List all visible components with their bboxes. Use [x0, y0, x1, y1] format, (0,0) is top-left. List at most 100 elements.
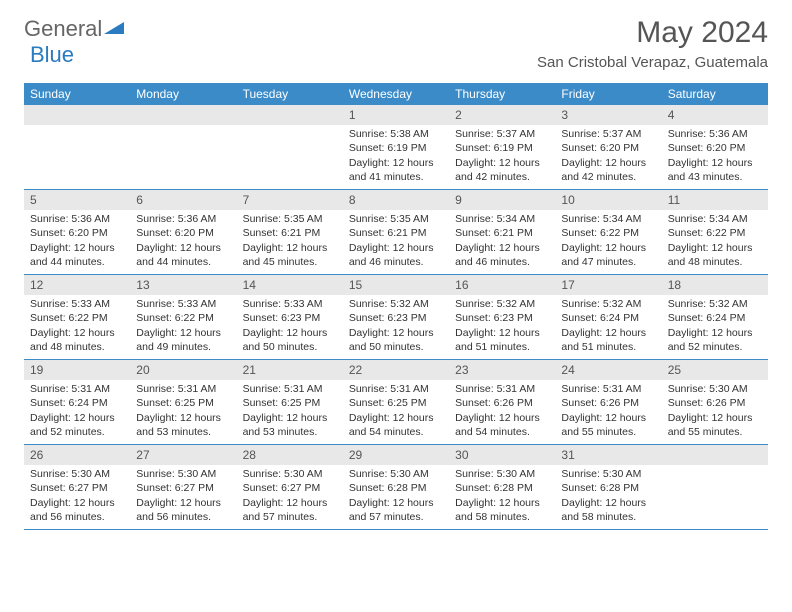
daylight-line-2: and 42 minutes. — [455, 170, 549, 184]
day-body: Sunrise: 5:30 AMSunset: 6:28 PMDaylight:… — [343, 465, 449, 528]
day-body: Sunrise: 5:30 AMSunset: 6:26 PMDaylight:… — [662, 380, 768, 443]
weekday-cell: Monday — [130, 83, 236, 105]
daylight-line-2: and 44 minutes. — [136, 255, 230, 269]
daylight-line-1: Daylight: 12 hours — [30, 496, 124, 510]
day-body: Sunrise: 5:36 AMSunset: 6:20 PMDaylight:… — [24, 210, 130, 273]
daylight-line-1: Daylight: 12 hours — [243, 241, 337, 255]
day-number: 7 — [237, 190, 343, 210]
sunrise-line: Sunrise: 5:37 AM — [561, 127, 655, 141]
day-number: 20 — [130, 360, 236, 380]
weekday-header-row: SundayMondayTuesdayWednesdayThursdayFrid… — [24, 83, 768, 105]
day-number: 26 — [24, 445, 130, 465]
sunset-line: Sunset: 6:28 PM — [455, 481, 549, 495]
day-body: Sunrise: 5:31 AMSunset: 6:25 PMDaylight:… — [343, 380, 449, 443]
daylight-line-2: and 41 minutes. — [349, 170, 443, 184]
sunrise-line: Sunrise: 5:31 AM — [136, 382, 230, 396]
day-cell: 1Sunrise: 5:38 AMSunset: 6:19 PMDaylight… — [343, 105, 449, 189]
day-cell: 9Sunrise: 5:34 AMSunset: 6:21 PMDaylight… — [449, 190, 555, 274]
day-cell: 18Sunrise: 5:32 AMSunset: 6:24 PMDayligh… — [662, 275, 768, 359]
daylight-line-2: and 51 minutes. — [455, 340, 549, 354]
day-body: Sunrise: 5:30 AMSunset: 6:27 PMDaylight:… — [237, 465, 343, 528]
day-cell: 4Sunrise: 5:36 AMSunset: 6:20 PMDaylight… — [662, 105, 768, 189]
day-body: Sunrise: 5:30 AMSunset: 6:28 PMDaylight:… — [449, 465, 555, 528]
day-cell: 10Sunrise: 5:34 AMSunset: 6:22 PMDayligh… — [555, 190, 661, 274]
daylight-line-2: and 56 minutes. — [136, 510, 230, 524]
sunset-line: Sunset: 6:28 PM — [561, 481, 655, 495]
daylight-line-1: Daylight: 12 hours — [561, 326, 655, 340]
day-body: Sunrise: 5:32 AMSunset: 6:23 PMDaylight:… — [449, 295, 555, 358]
sunset-line: Sunset: 6:20 PM — [668, 141, 762, 155]
daylight-line-2: and 48 minutes. — [30, 340, 124, 354]
day-cell — [662, 445, 768, 529]
day-body: Sunrise: 5:31 AMSunset: 6:25 PMDaylight:… — [237, 380, 343, 443]
day-number: 18 — [662, 275, 768, 295]
day-cell: 29Sunrise: 5:30 AMSunset: 6:28 PMDayligh… — [343, 445, 449, 529]
daylight-line-2: and 53 minutes. — [243, 425, 337, 439]
daylight-line-1: Daylight: 12 hours — [561, 496, 655, 510]
day-cell: 8Sunrise: 5:35 AMSunset: 6:21 PMDaylight… — [343, 190, 449, 274]
day-cell: 13Sunrise: 5:33 AMSunset: 6:22 PMDayligh… — [130, 275, 236, 359]
sunrise-line: Sunrise: 5:30 AM — [561, 467, 655, 481]
daylight-line-2: and 58 minutes. — [455, 510, 549, 524]
sunrise-line: Sunrise: 5:32 AM — [561, 297, 655, 311]
sunrise-line: Sunrise: 5:30 AM — [455, 467, 549, 481]
sunset-line: Sunset: 6:25 PM — [243, 396, 337, 410]
sunset-line: Sunset: 6:25 PM — [136, 396, 230, 410]
sunset-line: Sunset: 6:22 PM — [136, 311, 230, 325]
sunrise-line: Sunrise: 5:35 AM — [349, 212, 443, 226]
empty-day-bar — [24, 105, 130, 125]
day-number: 17 — [555, 275, 661, 295]
sunrise-line: Sunrise: 5:30 AM — [136, 467, 230, 481]
day-body: Sunrise: 5:37 AMSunset: 6:20 PMDaylight:… — [555, 125, 661, 188]
sunset-line: Sunset: 6:28 PM — [349, 481, 443, 495]
day-number: 19 — [24, 360, 130, 380]
day-cell: 24Sunrise: 5:31 AMSunset: 6:26 PMDayligh… — [555, 360, 661, 444]
logo-text-blue: Blue — [30, 42, 74, 68]
day-body: Sunrise: 5:30 AMSunset: 6:28 PMDaylight:… — [555, 465, 661, 528]
daylight-line-1: Daylight: 12 hours — [668, 156, 762, 170]
day-cell: 14Sunrise: 5:33 AMSunset: 6:23 PMDayligh… — [237, 275, 343, 359]
day-cell: 23Sunrise: 5:31 AMSunset: 6:26 PMDayligh… — [449, 360, 555, 444]
day-cell: 27Sunrise: 5:30 AMSunset: 6:27 PMDayligh… — [130, 445, 236, 529]
daylight-line-1: Daylight: 12 hours — [243, 326, 337, 340]
sunrise-line: Sunrise: 5:34 AM — [668, 212, 762, 226]
day-cell: 17Sunrise: 5:32 AMSunset: 6:24 PMDayligh… — [555, 275, 661, 359]
day-cell: 28Sunrise: 5:30 AMSunset: 6:27 PMDayligh… — [237, 445, 343, 529]
daylight-line-2: and 46 minutes. — [349, 255, 443, 269]
daylight-line-1: Daylight: 12 hours — [349, 326, 443, 340]
daylight-line-2: and 54 minutes. — [455, 425, 549, 439]
day-number: 22 — [343, 360, 449, 380]
daylight-line-1: Daylight: 12 hours — [136, 496, 230, 510]
day-cell: 21Sunrise: 5:31 AMSunset: 6:25 PMDayligh… — [237, 360, 343, 444]
daylight-line-1: Daylight: 12 hours — [455, 156, 549, 170]
daylight-line-2: and 47 minutes. — [561, 255, 655, 269]
sunset-line: Sunset: 6:22 PM — [561, 226, 655, 240]
day-number: 23 — [449, 360, 555, 380]
day-body: Sunrise: 5:37 AMSunset: 6:19 PMDaylight:… — [449, 125, 555, 188]
sunrise-line: Sunrise: 5:30 AM — [243, 467, 337, 481]
day-cell: 16Sunrise: 5:32 AMSunset: 6:23 PMDayligh… — [449, 275, 555, 359]
sunset-line: Sunset: 6:20 PM — [30, 226, 124, 240]
day-cell: 15Sunrise: 5:32 AMSunset: 6:23 PMDayligh… — [343, 275, 449, 359]
weekday-cell: Sunday — [24, 83, 130, 105]
sunset-line: Sunset: 6:24 PM — [668, 311, 762, 325]
weekday-cell: Thursday — [449, 83, 555, 105]
day-cell — [24, 105, 130, 189]
weekday-cell: Tuesday — [237, 83, 343, 105]
sunset-line: Sunset: 6:25 PM — [349, 396, 443, 410]
empty-day-bar — [130, 105, 236, 125]
day-number: 11 — [662, 190, 768, 210]
title-block: May 2024 San Cristobal Verapaz, Guatemal… — [537, 16, 768, 71]
day-cell: 30Sunrise: 5:30 AMSunset: 6:28 PMDayligh… — [449, 445, 555, 529]
daylight-line-2: and 54 minutes. — [349, 425, 443, 439]
day-body: Sunrise: 5:31 AMSunset: 6:26 PMDaylight:… — [555, 380, 661, 443]
sunset-line: Sunset: 6:20 PM — [561, 141, 655, 155]
day-number: 14 — [237, 275, 343, 295]
sunrise-line: Sunrise: 5:32 AM — [668, 297, 762, 311]
calendar: SundayMondayTuesdayWednesdayThursdayFrid… — [24, 83, 768, 530]
empty-day-bar — [662, 445, 768, 465]
day-number: 27 — [130, 445, 236, 465]
weekday-cell: Friday — [555, 83, 661, 105]
day-number: 9 — [449, 190, 555, 210]
sunrise-line: Sunrise: 5:33 AM — [136, 297, 230, 311]
